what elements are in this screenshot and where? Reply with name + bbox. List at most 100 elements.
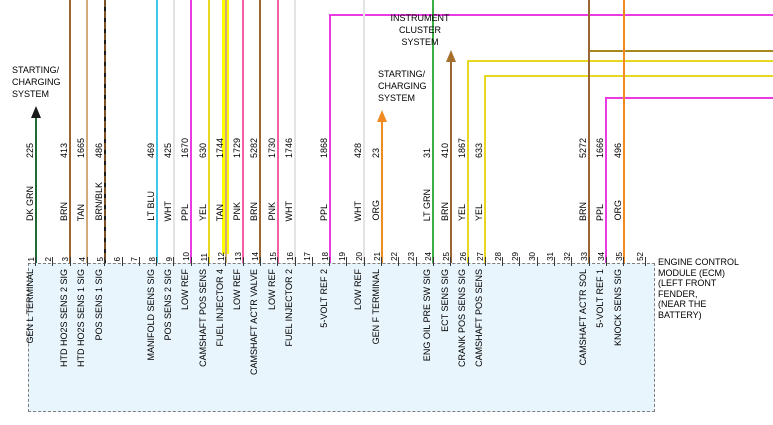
- wire-1665-vertical-segment[interactable]: [86, 0, 89, 263]
- wire-225-circuit-number: 225: [24, 142, 35, 158]
- pin-7-number: 7: [130, 256, 140, 261]
- wire-469-circuit-number: 469: [145, 142, 156, 158]
- pin-3-signal-label: HTD HO2S SENS 2 SIG: [59, 269, 70, 368]
- wire-5272-branch-segment[interactable]: [589, 50, 773, 52]
- wire-1867-vertical-segment[interactable]: [467, 60, 469, 263]
- ecm-connector-box: [28, 263, 655, 412]
- wire-1666-vertical-segment[interactable]: [605, 97, 608, 263]
- pin-29-number: 29: [510, 252, 520, 261]
- pin-18-signal-label: 5-VOLT REF 2: [318, 269, 329, 328]
- wire-496-circuit-number: 496: [612, 142, 623, 158]
- wire-633-color-code: YEL: [474, 203, 485, 221]
- pin-19-number: 19: [337, 252, 347, 261]
- pin-13-signal-label: LOW REF: [232, 269, 243, 311]
- pin-34-tick: [605, 257, 607, 266]
- wire-1868-vertical-segment[interactable]: [328, 14, 331, 263]
- pin-4-signal-label: HTD HO2S SENS 1 SIG: [76, 269, 87, 368]
- pin-10-number: 10: [182, 252, 192, 261]
- pin-27-tick: [484, 257, 486, 266]
- pin-26-number: 26: [459, 252, 468, 261]
- wire-5272-vertical-segment[interactable]: [588, 0, 591, 263]
- pin-12-tick: [225, 257, 227, 266]
- wire-1744-vertical-segment[interactable]: [224, 0, 227, 263]
- pin-35-number: 35: [614, 252, 624, 261]
- wire-1666-horizontal-segment[interactable]: [606, 97, 773, 99]
- pin-12-signal-label: FUEL INJECTOR 4: [214, 269, 225, 347]
- pin-21-tick: [381, 257, 382, 266]
- pin-18-tick: [329, 257, 331, 266]
- wire-1867-horizontal-segment[interactable]: [468, 60, 773, 62]
- wire-486-vertical-segment[interactable]: [103, 0, 106, 263]
- pin-10-tick: [190, 257, 192, 266]
- wire-1729-color-code: PNK: [232, 202, 243, 221]
- pin-1-tick: [35, 257, 36, 266]
- pin-11-tick: [208, 257, 209, 266]
- pin-3-tick: [69, 257, 71, 266]
- pin-22-number: 22: [389, 252, 399, 261]
- wire-425-vertical-segment[interactable]: [172, 0, 175, 263]
- pin-17-number: 17: [303, 252, 313, 261]
- wire-633-horizontal-segment[interactable]: [485, 75, 773, 77]
- wire-633-vertical-segment[interactable]: [484, 75, 487, 263]
- wire-1746-vertical-segment[interactable]: [294, 0, 296, 263]
- wire-1670-circuit-number: 1670: [180, 137, 191, 158]
- wire-1868-horizontal-segment[interactable]: [329, 14, 773, 16]
- pin-6-tick: [121, 257, 123, 266]
- wire-428-circuit-number: 428: [353, 142, 364, 158]
- pin-16-tick: [294, 257, 296, 266]
- wire-410-color-code: BRN: [439, 201, 450, 221]
- wire-1868-circuit-number: 1868: [318, 137, 329, 158]
- pin-21-number: 21: [372, 252, 382, 261]
- wire-1744-circuit-number: 1744: [214, 137, 225, 158]
- instrument-cluster-system-label: INSTRUMENT CLUSTER SYSTEM: [390, 13, 450, 47]
- wire-225-color-code: DK GRN: [24, 185, 35, 221]
- wire-1730-vertical-segment[interactable]: [276, 0, 279, 263]
- pin-19-tick: [346, 257, 348, 266]
- wire-633-circuit-number: 633: [474, 142, 485, 158]
- wire-496-color-code: ORG: [612, 200, 623, 221]
- pin-33-number: 33: [580, 252, 590, 261]
- pin-9-tick: [173, 257, 175, 266]
- wire-486-circuit-number: 486: [93, 142, 104, 158]
- wire-5282-circuit-number: 5282: [249, 137, 260, 158]
- pin-5-number: 5: [95, 256, 105, 261]
- pin-24-number: 24: [424, 252, 434, 261]
- pin-27-number: 27: [476, 252, 486, 261]
- wire-23-color-code: ORG: [370, 200, 381, 221]
- pin-16-number: 16: [286, 252, 295, 261]
- wire-413-vertical-segment[interactable]: [69, 0, 72, 263]
- pin-52-tick: [644, 257, 646, 266]
- wire-428-vertical-segment[interactable]: [363, 0, 366, 263]
- pin-24-signal-label: ENG OIL PRE SW SIG: [422, 269, 433, 362]
- wire-1730-circuit-number: 1730: [266, 137, 277, 158]
- wire-5272-color-code: BRN: [578, 201, 589, 221]
- wire-1670-vertical-segment[interactable]: [190, 0, 193, 263]
- pin-16-signal-label: FUEL INJECTOR 2: [284, 269, 294, 347]
- wire-5282-vertical-segment[interactable]: [259, 0, 262, 263]
- wire-1729-vertical-segment[interactable]: [242, 0, 245, 263]
- pin-7-tick: [138, 257, 140, 266]
- pin-17-tick: [311, 257, 313, 266]
- pin-35-tick: [623, 257, 625, 266]
- pin-12-number: 12: [216, 252, 226, 261]
- wire-630-circuit-number: 630: [197, 142, 208, 158]
- wire-496-vertical-segment[interactable]: [622, 0, 625, 263]
- ecm-location-label: ENGINE CONTROL MODULE (ECM) (LEFT FRONT …: [658, 257, 740, 320]
- wire-225-vertical-segment[interactable]: [34, 118, 37, 263]
- pin-26-signal-label: CRANK POS SENS SIG: [457, 269, 467, 368]
- wire-630-vertical-segment[interactable]: [207, 0, 210, 263]
- wire-1665-circuit-number: 1665: [76, 137, 87, 158]
- wire-469-vertical-segment[interactable]: [155, 0, 158, 263]
- pin-22-tick: [398, 257, 400, 266]
- pin-15-signal-label: LOW REF: [266, 269, 277, 311]
- wire-413-circuit-number: 413: [59, 142, 70, 158]
- wire-410-vertical-segment[interactable]: [449, 62, 452, 263]
- wire-31-vertical-segment[interactable]: [432, 0, 435, 263]
- pin-35-signal-label: KNOCK SENS SIG: [612, 269, 623, 347]
- pin-5-tick: [104, 257, 106, 266]
- pin-15-number: 15: [268, 252, 278, 261]
- pin-26-tick: [467, 257, 469, 266]
- wire-23-vertical-segment[interactable]: [380, 122, 383, 263]
- wire-428-color-code: WHT: [353, 200, 364, 222]
